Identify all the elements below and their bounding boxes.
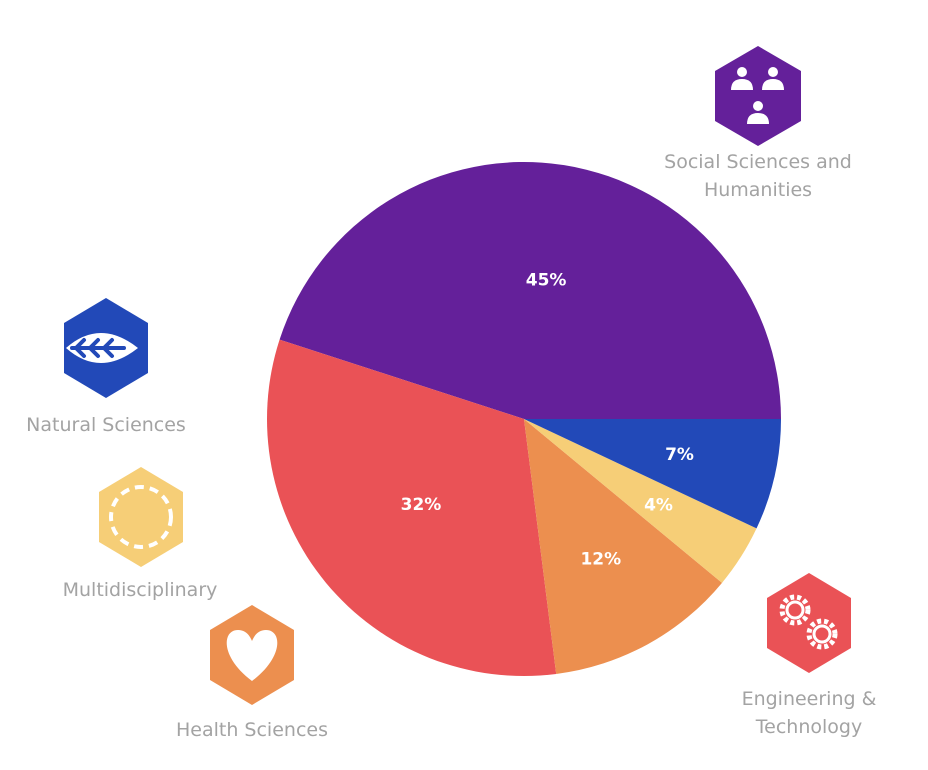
pie-value-label: 12% (580, 550, 621, 570)
pie-value-label: 7% (665, 445, 694, 465)
natural-sciences-badge (64, 298, 148, 398)
pie-value-labels: 45% 32% 12% 4% 7% (401, 270, 694, 569)
pie-slice-multidisciplinary (524, 419, 757, 583)
multidisciplinary-badge (99, 467, 183, 567)
pie-value-label: 32% (401, 495, 442, 515)
multidisciplinary-hexagon (99, 467, 183, 567)
pie-value-label: 45% (526, 270, 567, 290)
social-sciences-badge (715, 46, 801, 146)
engineering-hexagon (767, 573, 851, 673)
gears-icon (779, 594, 838, 650)
label-engineering: Engineering & Technology (716, 685, 902, 741)
heart-icon (226, 630, 278, 681)
pie-slice-natural-sciences (524, 419, 781, 529)
pie-slice-health-sciences (524, 419, 723, 674)
label-multidisciplinary: Multidisciplinary (62, 579, 218, 601)
label-social-sciences: Social Sciences and Humanities (648, 148, 868, 204)
label-social-line1: Social Sciences and (664, 151, 852, 173)
label-health-sciences: Health Sciences (176, 719, 328, 741)
leaf-icon (66, 333, 138, 363)
label-social-line2: Humanities (703, 179, 813, 201)
label-natural-sciences: Natural Sciences (26, 414, 186, 436)
pie-slice-social-sciences-and-humanities (279, 162, 781, 420)
pie-slices (267, 162, 781, 676)
health-sciences-badge (210, 605, 294, 705)
dashed-circle-icon (109, 485, 173, 549)
label-engineering-line1: Engineering & (741, 688, 877, 710)
pie-slice-engineering-technology (267, 339, 557, 676)
social-sciences-hexagon (715, 46, 801, 146)
engineering-badge (767, 573, 851, 673)
people-icon (731, 67, 784, 124)
label-engineering-line2: Technology (755, 716, 863, 738)
pie-value-label: 4% (644, 495, 673, 515)
